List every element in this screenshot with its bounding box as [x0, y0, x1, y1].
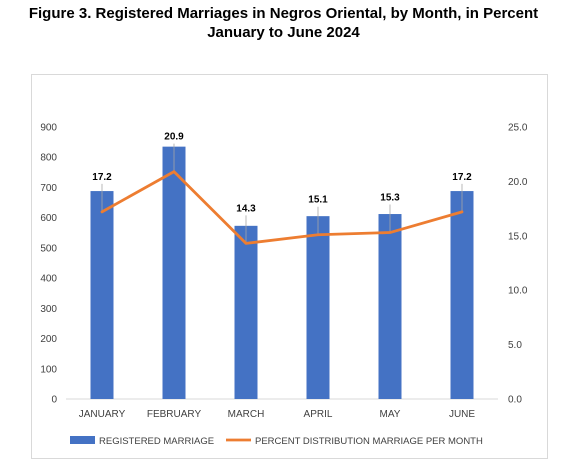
chart-frame [31, 74, 548, 459]
data-label: 15.1 [308, 195, 328, 206]
x-tick-label: APRIL [304, 409, 333, 420]
x-tick-label: FEBRUARY [147, 409, 202, 420]
y-left-tick-label: 500 [40, 243, 57, 254]
bar [234, 225, 258, 399]
y-right-tick-label: 5.0 [508, 340, 522, 351]
bar [306, 216, 330, 399]
y-left-tick-label: 900 [40, 123, 57, 134]
legend-label-bar: REGISTERED MARRIAGE [99, 436, 214, 447]
y-left-tick-label: 0 [51, 395, 57, 406]
x-tick-label: JUNE [449, 409, 475, 420]
chart-title: Figure 3. Registered Marriages in Negros… [0, 4, 567, 42]
y-right-tick-label: 10.0 [508, 286, 528, 297]
legend-label-line: PERCENT DISTRIBUTION MARRIAGE PER MONTH [255, 436, 483, 447]
bar [378, 214, 402, 399]
x-tick-label: MAY [380, 409, 401, 420]
line-series [100, 170, 464, 245]
x-tick-label: MARCH [228, 409, 265, 420]
y-right-tick-label: 0.0 [508, 395, 522, 406]
data-label: 20.9 [164, 132, 184, 143]
data-label: 15.3 [380, 193, 400, 204]
y-right-tick-label: 20.0 [508, 177, 528, 188]
y-left-tick-label: 300 [40, 304, 57, 315]
y-left-tick-label: 100 [40, 364, 57, 375]
legend-swatch-bar [70, 436, 95, 444]
y-right-tick-label: 15.0 [508, 231, 528, 242]
y-left-tick-label: 800 [40, 153, 57, 164]
data-label: 14.3 [236, 203, 256, 214]
bar [450, 191, 474, 399]
bar [162, 146, 186, 399]
x-tick-label: JANUARY [79, 409, 126, 420]
y-left-tick-label: 600 [40, 213, 57, 224]
y-right-tick-label: 25.0 [508, 123, 528, 134]
y-left-tick-label: 200 [40, 334, 57, 345]
chart-title-line1: Figure 3. Registered Marriages in Negros… [28, 5, 539, 22]
data-label: 17.2 [452, 172, 472, 183]
bar [90, 191, 114, 399]
y-left-tick-label: 700 [40, 183, 57, 194]
chart-title-line2: January to June 2024 [207, 24, 360, 41]
data-label: 17.2 [92, 172, 112, 183]
y-left-tick-label: 400 [40, 274, 57, 285]
